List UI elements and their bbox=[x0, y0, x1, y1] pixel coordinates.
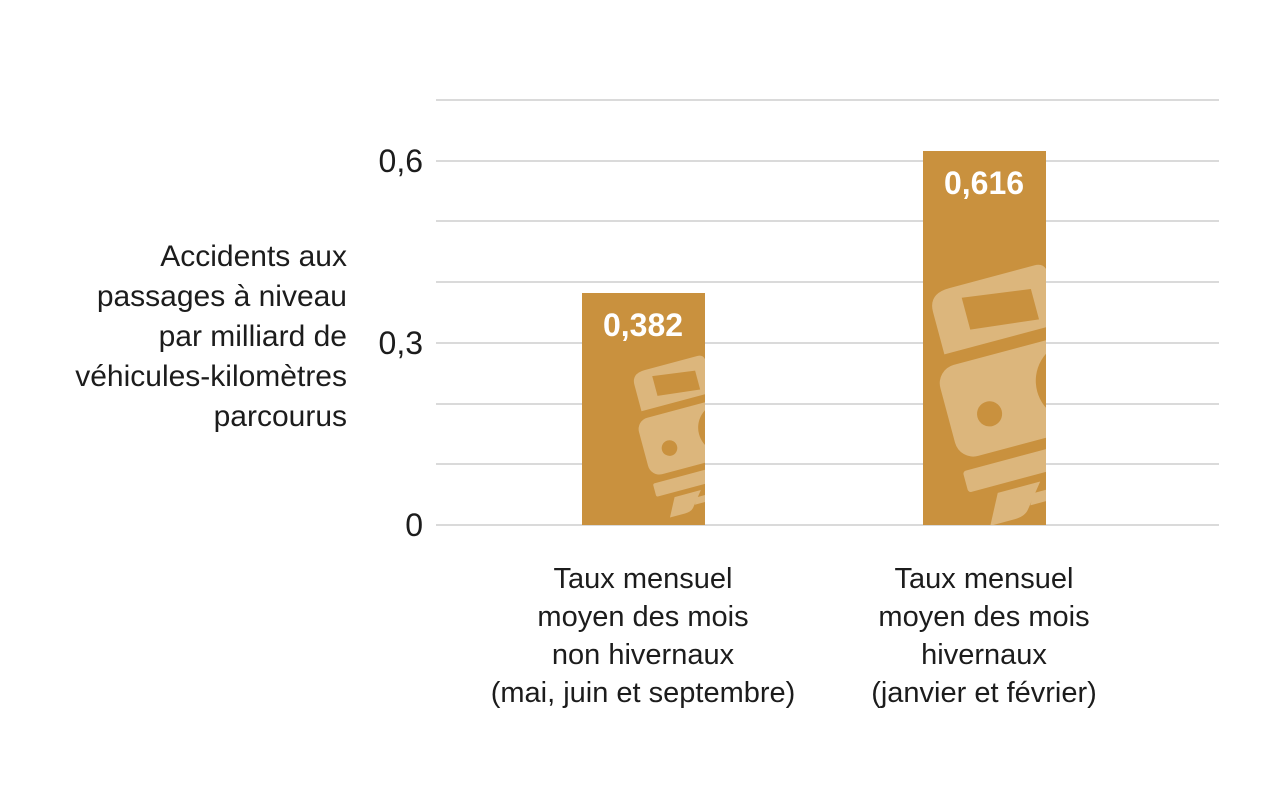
x-axis-label-non-winter: Taux mensuel moyen des mois non hivernau… bbox=[433, 560, 853, 712]
x-axis-label-line: (janvier et février) bbox=[871, 677, 1097, 709]
gridline bbox=[436, 463, 1219, 466]
x-axis-label-line: moyen des mois bbox=[537, 601, 749, 633]
bar-winter-months: 0,616 bbox=[922, 151, 1046, 525]
y-tick-label: 0,3 bbox=[378, 324, 423, 361]
gridline bbox=[436, 159, 1219, 162]
x-axis-label-line: non hivernaux bbox=[551, 639, 735, 671]
bar-value-label: 0,382 bbox=[602, 307, 684, 344]
plot-area: 0,6 0,3 0 0,382 0,616 bbox=[379, 99, 1219, 543]
x-axis-label-line: Taux mensuel bbox=[553, 563, 733, 595]
x-axis-label-line: (mai, juin et septembre) bbox=[490, 677, 796, 709]
y-axis-title-line: par milliard de bbox=[158, 320, 347, 353]
train-icon bbox=[932, 265, 1046, 525]
y-axis-title-line: Accidents aux bbox=[160, 240, 347, 273]
x-axis-label-line: hivernaux bbox=[921, 639, 1047, 671]
gridline bbox=[436, 341, 1219, 344]
x-axis-label-winter: Taux mensuel moyen des mois hivernaux (j… bbox=[774, 560, 1194, 712]
x-axis-label-line: moyen des mois bbox=[878, 601, 1090, 633]
y-axis-title: Accidents aux passages à niveau par mill… bbox=[20, 237, 347, 437]
gridline bbox=[436, 402, 1219, 405]
bar-value-label: 0,616 bbox=[943, 165, 1025, 201]
y-axis-title-line: véhicules-kilomètres bbox=[75, 360, 347, 393]
gridline bbox=[436, 524, 1219, 526]
y-axis-title-line: passages à niveau bbox=[96, 280, 347, 313]
y-axis-title-line: parcourus bbox=[213, 400, 347, 433]
y-tick-label: 0,6 bbox=[378, 142, 423, 179]
gridline bbox=[436, 281, 1219, 284]
y-tick-label: 0 bbox=[405, 507, 423, 543]
gridline bbox=[436, 99, 1219, 101]
gridline bbox=[436, 220, 1219, 223]
train-icon bbox=[634, 355, 705, 518]
bar-non-winter-months: 0,382 bbox=[581, 293, 705, 525]
x-axis-label-line: Taux mensuel bbox=[894, 563, 1074, 595]
